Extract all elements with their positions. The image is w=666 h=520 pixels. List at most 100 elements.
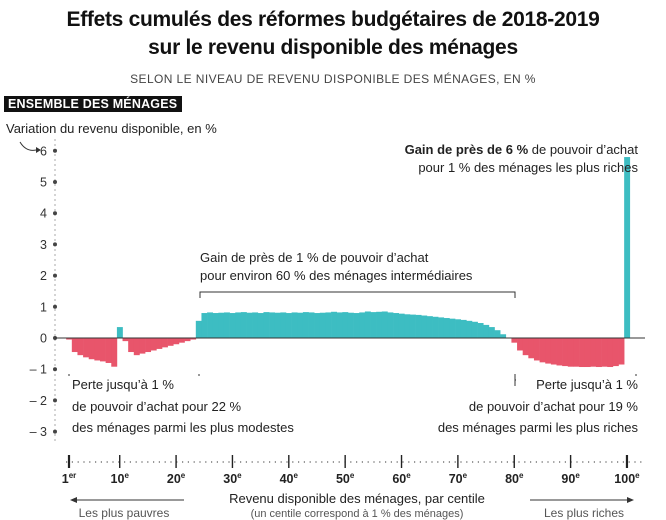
x-tick-label: 100e [614,471,640,486]
annotation-top-right-rest: de pouvoir d’achat [532,142,639,157]
bar [229,313,236,338]
y-label-hook-arrow [19,141,37,151]
bar [562,338,569,367]
bar [195,320,202,338]
bar [133,338,140,356]
bar [455,319,462,338]
chart-title-line2: sur le revenu disponible des ménages [148,36,518,59]
x-tick-number: 50 [336,472,350,486]
x-tick-label: 1er [62,471,77,486]
bar [398,313,405,338]
bar [415,314,422,338]
y-tick-dot [53,180,57,184]
bar [443,318,450,338]
bar [387,312,394,338]
bar [145,338,152,353]
bar [274,312,281,338]
y-tick-dot [53,211,57,216]
bar [539,338,546,363]
annotation-right-line3: des ménages parmi les plus riches [438,420,639,435]
bar [88,338,95,360]
x-tick-number: 60 [392,472,406,486]
bar [71,338,78,353]
y-tick-label: – 3 [30,425,47,439]
x-tick-suffix: e [463,471,468,480]
bar [212,313,219,338]
bar [128,338,135,353]
y-tick-dot [53,273,57,278]
bar [173,338,180,345]
bar [624,157,631,338]
x-tick-label: 50e [336,471,355,486]
x-tick-number: 100 [614,472,635,486]
bar [178,338,185,343]
bar [218,312,225,338]
y-tick-dot [53,304,57,309]
annotation-left-line1: Perte jusqu’à 1 % [72,377,174,392]
chart-subtitle: SELON LE NIVEAU DE REVENU DISPONIBLE DES… [130,72,536,86]
bar [601,338,608,367]
bar [331,311,338,338]
bar [263,312,270,338]
bar [426,316,433,338]
bar [438,317,445,338]
bar [573,338,580,367]
bar [528,338,535,359]
bar [280,312,287,338]
x-tick-suffix: e [519,471,524,480]
bar [122,338,129,342]
bar [353,313,360,338]
bar [612,338,619,367]
bar [466,320,473,338]
bar [285,313,292,338]
x-tick-label: 80e [505,471,524,486]
bar [184,338,191,342]
right-arrowhead [627,497,634,503]
bar [488,327,495,338]
right-arrow-label: Les plus riches [544,506,624,520]
annotation-middle-line2: pour environ 60 % des ménages intermédia… [200,268,473,283]
y-tick-dot [53,429,57,434]
y-axis-label: Variation du revenu disponible, en % [6,121,217,136]
x-tick-number: 90 [561,472,575,486]
x-tick-suffix: e [635,471,640,480]
x-tick-number: 30 [223,472,237,486]
bar [235,312,242,338]
bar [302,312,309,338]
bar [257,313,264,338]
bar [240,312,247,338]
middle-bracket [199,291,516,298]
y-tick-label: 4 [40,207,47,221]
bar [550,338,557,365]
bar [150,338,157,351]
bar [161,338,168,348]
x-tick-label: 30e [223,471,242,486]
bar [252,312,259,338]
bar [336,312,343,338]
bar [291,312,298,338]
annotation-right-bg [516,376,640,392]
bar [370,312,377,338]
bar [404,314,411,338]
bar [100,338,106,362]
annotation-right-line2: de pouvoir d’achat pour 19 % [469,399,639,414]
x-tick-suffix: e [237,471,242,480]
x-tick-label: 10e [111,471,130,486]
annotation-top-right-line1: Gain de près de 6 % de pouvoir d’achat [405,142,639,157]
bar [471,321,478,338]
x-tick-label: 40e [280,471,299,486]
annotation-top-right-bold: Gain de près de 6 % [405,142,529,157]
bar [201,313,208,338]
bar [223,312,230,338]
x-tick-suffix: e [350,471,355,480]
bar [364,311,371,338]
bar [607,338,614,368]
y-tick-dot [53,242,57,247]
bar [190,338,197,340]
bar [359,312,366,338]
x-tick-number: 1 [62,472,69,486]
bar [618,338,625,365]
y-tick-dot [53,148,57,153]
y-tick-label: – 2 [30,394,47,408]
